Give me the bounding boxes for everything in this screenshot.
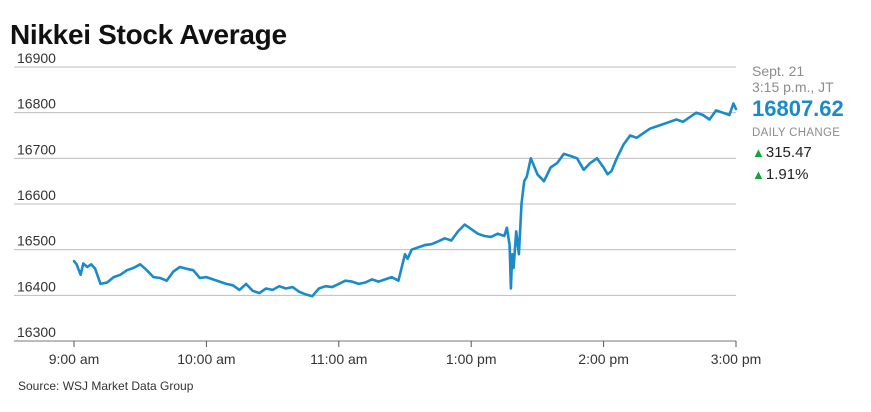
chart-title: Nikkei Stock Average xyxy=(10,19,287,50)
quote-date: Sept. 21 xyxy=(752,63,805,79)
y-tick-label: 16700 xyxy=(17,141,56,157)
x-tick-label: 1:00 pm xyxy=(446,351,497,367)
x-tick-label: 2:00 pm xyxy=(578,351,629,367)
latest-value: 16807.62 xyxy=(752,96,844,121)
y-tick-label: 16900 xyxy=(17,50,56,66)
latest-quote-panel: Sept. 21 3:15 p.m., JT 16807.62 DAILY CH… xyxy=(752,63,867,185)
up-arrow-icon: ▲ xyxy=(752,145,765,160)
y-axis-ticks: 16900 16800 16700 16600 16500 16400 16300 xyxy=(17,50,56,340)
daily-change-label: DAILY CHANGE xyxy=(752,127,841,139)
change-points: 315.47 xyxy=(765,144,812,161)
quote-time: 3:15 p.m., JT xyxy=(752,79,834,95)
series-line xyxy=(72,102,738,298)
change-percent-row: ▲1.91% xyxy=(752,165,867,185)
change-percent: 1.91% xyxy=(765,166,809,183)
x-tick-label: 10:00 am xyxy=(177,351,235,367)
series-layer xyxy=(72,102,738,298)
x-tick-label: 3:00 pm xyxy=(711,351,762,367)
x-tick-label: 11:00 am xyxy=(310,351,367,367)
x-tick-label: 9:00 am xyxy=(49,351,100,367)
y-tick-label: 16300 xyxy=(17,324,56,340)
grid-layer xyxy=(14,66,736,342)
up-arrow-icon: ▲ xyxy=(752,167,765,182)
y-tick-label: 16500 xyxy=(17,233,56,249)
x-axis-ticks: 9:00 am 10:00 am 11:00 am 1:00 pm 2:00 pm 3:0… xyxy=(49,341,762,367)
y-tick-label: 16800 xyxy=(17,96,56,112)
y-tick-label: 16400 xyxy=(17,278,56,294)
y-tick-label: 16600 xyxy=(17,187,56,203)
change-points-row: ▲315.47 xyxy=(752,143,867,163)
source-note: Source: WSJ Market Data Group xyxy=(18,379,194,393)
